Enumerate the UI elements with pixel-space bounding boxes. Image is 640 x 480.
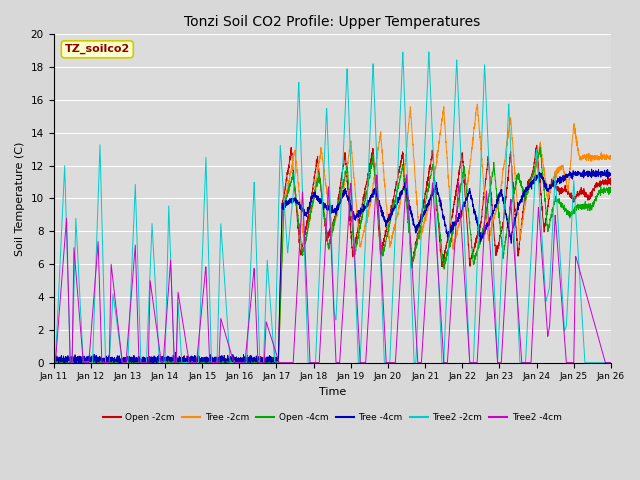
Tree -4cm [205,356,213,362]
Tree2 -2cm [554,220,562,226]
Open -4cm [607,189,614,195]
Title: Tonzi Soil CO2 Profile: Upper Temperatures: Tonzi Soil CO2 Profile: Upper Temperatur… [184,15,481,29]
Open -2cm [169,358,177,363]
Tree2 -2cm [50,360,58,365]
Tree -2cm [50,360,58,365]
Tree2 -2cm [205,275,213,281]
Tree -4cm [554,178,562,184]
Tree -2cm [474,101,481,107]
Open -2cm [50,360,58,365]
Tree2 -2cm [396,108,404,114]
Tree -2cm [387,241,394,247]
Open -2cm [554,187,562,193]
Line: Open -2cm: Open -2cm [54,145,611,362]
Open -4cm [51,360,58,365]
X-axis label: Time: Time [319,387,346,397]
Tree2 -4cm [607,360,614,365]
Open -4cm [397,173,404,179]
Tree2 -2cm [607,360,615,365]
Y-axis label: Soil Temperature (C): Soil Temperature (C) [15,141,25,256]
Tree -4cm [387,213,394,218]
Tree2 -4cm [554,251,562,256]
Open -4cm [387,216,394,222]
Open -2cm [533,143,541,148]
Open -4cm [554,197,562,203]
Tree -4cm [607,171,615,177]
Open -4cm [607,186,615,192]
Tree -2cm [169,360,177,365]
Tree2 -2cm [425,49,433,55]
Open -4cm [205,360,213,365]
Tree -2cm [205,360,213,365]
Tree -4cm [55,360,63,365]
Open -2cm [607,177,615,183]
Tree2 -4cm [205,349,213,355]
Legend: Open -2cm, Tree -2cm, Open -4cm, Tree -4cm, Tree2 -2cm, Tree2 -4cm: Open -2cm, Tree -2cm, Open -4cm, Tree -4… [99,410,565,426]
Tree2 -4cm [169,322,177,328]
Tree2 -4cm [607,360,615,365]
Tree -4cm [50,357,58,362]
Text: TZ_soilco2: TZ_soilco2 [65,44,130,54]
Tree2 -2cm [607,360,614,365]
Tree2 -4cm [50,360,58,365]
Tree -4cm [169,358,177,364]
Open -4cm [536,144,544,150]
Tree2 -4cm [403,172,410,178]
Tree -2cm [607,153,615,159]
Tree -2cm [50,358,58,364]
Open -4cm [169,360,177,365]
Tree2 -4cm [387,360,394,365]
Open -2cm [387,207,394,213]
Tree -2cm [607,156,614,162]
Line: Tree2 -2cm: Tree2 -2cm [54,52,611,362]
Tree2 -2cm [387,343,394,348]
Line: Tree -2cm: Tree -2cm [54,104,611,362]
Tree -4cm [607,172,614,178]
Tree -2cm [397,199,404,204]
Tree -2cm [554,167,562,172]
Tree -4cm [397,189,404,195]
Tree2 -2cm [169,321,177,327]
Open -2cm [607,182,614,188]
Line: Open -4cm: Open -4cm [54,147,611,362]
Open -2cm [50,359,58,365]
Tree -4cm [588,166,595,172]
Tree2 -4cm [396,277,404,283]
Line: Tree2 -4cm: Tree2 -4cm [54,175,611,362]
Open -2cm [397,159,404,165]
Open -2cm [205,357,213,363]
Line: Tree -4cm: Tree -4cm [54,169,611,362]
Open -4cm [50,359,58,364]
